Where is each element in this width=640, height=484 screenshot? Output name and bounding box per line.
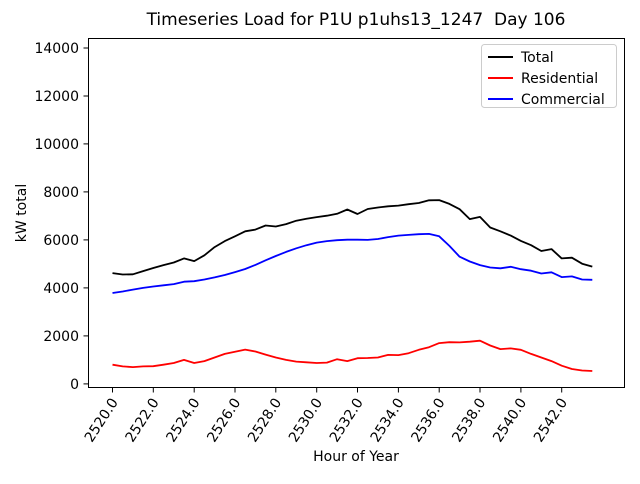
legend-residential-label: Residential	[521, 71, 598, 87]
x-tick-label: 2530.0	[286, 395, 326, 445]
series-line-total	[112, 199, 593, 276]
y-tick-label: 0	[70, 377, 79, 393]
y-tick-label: 4000	[43, 281, 79, 297]
legend-total-label: Total	[520, 50, 554, 66]
legend: Total Residential Commercial	[481, 44, 617, 108]
legend-commercial-label: Commercial	[521, 92, 605, 108]
x-tick-label: 2526.0	[204, 395, 244, 445]
x-tick-label: 2520.0	[82, 395, 122, 445]
x-tick-label: 2534.0	[368, 395, 408, 445]
x-tick-label: 2528.0	[245, 395, 285, 445]
x-tick-label: 2542.0	[531, 395, 571, 445]
series-line-residential	[112, 339, 593, 372]
x-tick-label: 2524.0	[163, 395, 203, 445]
y-tick-label: 2000	[43, 329, 79, 345]
x-tick-label: 2538.0	[449, 395, 489, 445]
y-tick-label: 8000	[43, 185, 79, 201]
x-tick-label: 2532.0	[327, 395, 367, 445]
y-axis-label: kW total	[14, 184, 30, 242]
y-tick-label: 10000	[34, 137, 79, 153]
y-tick-label: 6000	[43, 233, 79, 249]
x-axis-ticks: 2520.0 2522.0 2524.0 2526.0 2528.0 2530.0 2532…	[82, 388, 571, 445]
x-tick-label: 2540.0	[490, 395, 530, 445]
y-axis-ticks: 0 2000 4000 6000 8000 10000 12000 14000	[34, 41, 88, 393]
series-line-commercial	[112, 232, 593, 294]
legend-box	[481, 44, 617, 108]
y-tick-label: 12000	[34, 89, 79, 105]
x-tick-label: 2522.0	[123, 395, 163, 445]
x-axis-label: Hour of Year	[313, 449, 399, 465]
chart-title: Timeseries Load for P1U p1uhs13_1247 Day…	[146, 10, 566, 30]
axes-frame	[88, 38, 625, 388]
plot-lines	[112, 199, 593, 372]
x-tick-label: 2536.0	[408, 395, 448, 445]
y-tick-label: 14000	[34, 41, 79, 57]
